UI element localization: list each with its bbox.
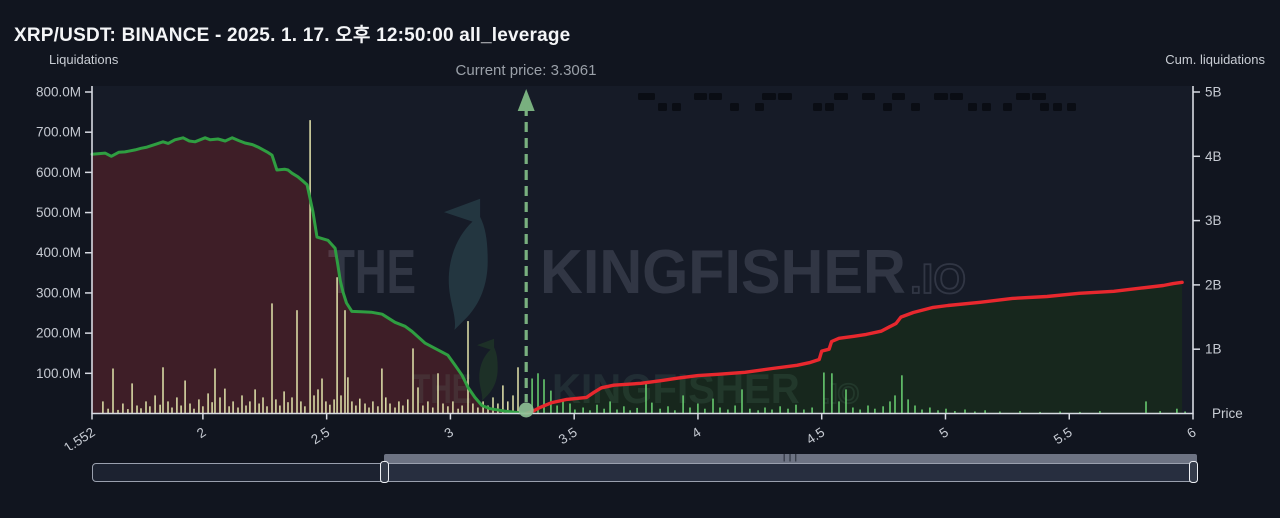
dash-marker [834, 93, 848, 100]
left-axis-tick-label: 700.0M [36, 125, 81, 140]
dash-marker [694, 93, 707, 100]
dash-marker [950, 93, 963, 100]
watermark-kingfisher: KINGFISHER [540, 238, 906, 307]
x-axis-tick-label: 5.5 [1051, 424, 1075, 447]
x-axis-tick-label: 6 [1184, 424, 1198, 441]
x-axis-tick-label: 1.552 [61, 424, 98, 450]
chart-title: XRP/USDT: BINANCE - 2025. 1. 17. 오후 12:5… [14, 25, 571, 46]
watermark-the: THE [328, 238, 416, 307]
right-axis-tick-label: 2B [1205, 277, 1222, 292]
dash-marker [883, 103, 892, 111]
left-axis-tick-label: 200.0M [36, 326, 81, 341]
x-axis-tick-label: 2.5 [308, 424, 332, 447]
range-slider-track-selected[interactable] [385, 464, 1196, 481]
x-axis-tick-label: 3.5 [556, 424, 580, 447]
right-axis-tick-label: 5B [1205, 85, 1222, 100]
right-axis-tick-label: 4B [1205, 149, 1222, 164]
long-liquidations-area [92, 137, 527, 414]
x-axis-tick-label: 4 [689, 424, 704, 441]
range-slider-left-handle[interactable] [380, 461, 389, 483]
watermark-kingfisher: KINGFISHER [552, 365, 800, 412]
dash-marker [762, 93, 776, 100]
watermark-io-suffix: .IO [822, 378, 859, 409]
dash-marker [911, 103, 920, 111]
dash-marker [638, 93, 655, 100]
dash-marker [892, 93, 905, 100]
dash-marker [1003, 103, 1012, 111]
dash-marker [1032, 93, 1046, 100]
dash-marker [672, 103, 681, 111]
right-axis-tick-label: 3B [1205, 213, 1222, 228]
dash-marker [862, 93, 875, 100]
liquidation-bars-below-price[interactable] [102, 120, 519, 414]
dash-marker [709, 93, 722, 100]
left-axis-tick-label: 300.0M [36, 285, 81, 300]
dash-marker [813, 103, 822, 111]
dash-marker [1040, 103, 1049, 111]
dash-marker [968, 103, 977, 111]
watermark-kingfisher-bird-icon [477, 338, 498, 401]
x-axis-tick-label: 2 [194, 424, 208, 441]
dash-marker [1053, 103, 1062, 111]
range-slider-grip-icon[interactable]: ||| [781, 454, 800, 463]
dash-marker [934, 93, 948, 100]
x-axis-tick-label: 5 [937, 424, 951, 441]
x-axis-title: Price [1212, 406, 1243, 421]
range-slider-right-handle[interactable] [1189, 461, 1198, 483]
left-axis-tick-label: 100.0M [36, 366, 81, 381]
left-axis-caption: Liquidations [49, 52, 119, 67]
dash-marker [825, 103, 834, 111]
watermark-io-suffix: .IO [910, 255, 966, 302]
watermark-the: THE [412, 365, 472, 412]
left-axis-tick-label: 500.0M [36, 205, 81, 220]
left-axis-tick-label: 400.0M [36, 245, 81, 260]
liquidation-bars-above-price[interactable] [531, 372, 1186, 414]
current-price-dot[interactable] [518, 402, 534, 418]
short-liquidations-area [526, 282, 1183, 414]
dash-marker [755, 103, 764, 111]
range-slider-selected-region[interactable]: ||| [384, 454, 1197, 463]
dash-marker [982, 103, 991, 111]
dash-marker [658, 103, 667, 111]
dash-marker [1016, 93, 1030, 100]
x-axis-tick-label: 3 [442, 424, 456, 441]
dark-dash-markers [638, 93, 1076, 111]
dash-marker [778, 93, 792, 100]
dash-marker [1067, 103, 1076, 111]
cumulative-liquidations-series[interactable] [524, 280, 1184, 416]
current-price-arrow-icon [517, 89, 535, 111]
left-axis-tick-label: 800.0M [36, 84, 81, 99]
current-price-label: Current price: 3.3061 [455, 62, 597, 79]
watermark-kingfisher-bird-icon [444, 198, 488, 330]
axes-frame [91, 86, 1194, 415]
right-axis-tick-label: 1B [1205, 342, 1222, 357]
right-axis-caption: Cum. liquidations [1165, 52, 1265, 67]
leverage-line-series[interactable] [90, 136, 528, 415]
x-axis-tick-label: 4.5 [803, 424, 827, 447]
dash-marker [730, 103, 739, 111]
left-axis-tick-label: 600.0M [36, 165, 81, 180]
